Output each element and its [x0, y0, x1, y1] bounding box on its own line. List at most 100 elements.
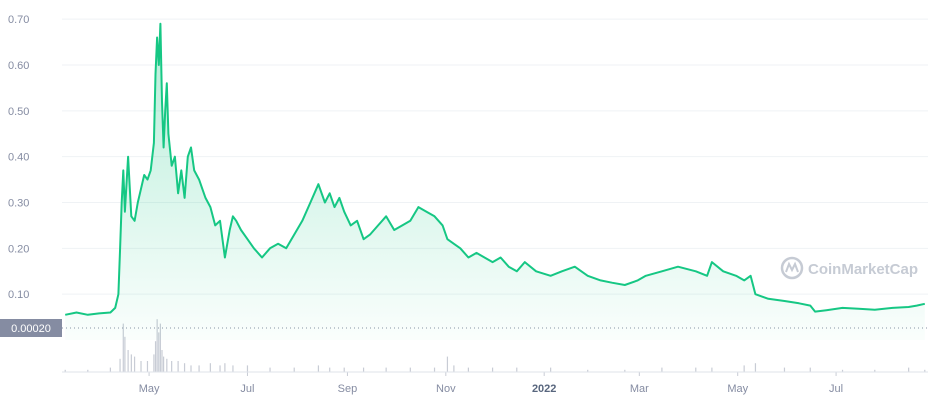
price-point: [131, 215, 133, 217]
volume-bar: [695, 367, 697, 372]
price-point: [460, 248, 462, 250]
price-area: [65, 23, 925, 341]
price-point: [98, 313, 100, 315]
price-point: [874, 309, 876, 311]
price-point: [574, 266, 576, 268]
price-point: [153, 142, 155, 144]
coinmarketcap-logo-mark: [785, 261, 799, 273]
price-point: [334, 206, 336, 208]
volume-bar: [124, 336, 126, 372]
volume-bar: [516, 367, 518, 372]
price-point: [645, 275, 647, 277]
volume-bar: [754, 363, 757, 372]
price-point: [229, 229, 231, 231]
price-point: [434, 215, 436, 217]
volume-scale-label: 0.00020: [0, 319, 62, 337]
price-point: [476, 252, 478, 254]
price-point: [350, 225, 352, 227]
price-point: [122, 170, 124, 172]
price-point: [210, 206, 212, 208]
price-point: [181, 170, 183, 172]
price-point: [798, 303, 800, 305]
price-point: [224, 257, 226, 259]
price-point: [205, 197, 207, 199]
price-point: [177, 193, 179, 195]
price-point: [198, 179, 200, 181]
price-point: [76, 312, 78, 314]
volume-bar: [183, 363, 186, 372]
volume-bar: [224, 363, 226, 372]
volume-bar: [161, 350, 163, 372]
price-point: [453, 243, 455, 245]
y-tick-label: 0.50: [8, 106, 29, 118]
price-point: [171, 165, 173, 167]
price-point: [447, 238, 449, 240]
price-point: [784, 300, 786, 302]
price-point: [410, 220, 412, 222]
price-point: [253, 248, 255, 250]
price-point: [119, 248, 121, 250]
price-point: [277, 243, 279, 245]
volume-bar: [246, 365, 249, 372]
volume-bar: [156, 319, 158, 372]
price-point: [343, 211, 345, 213]
price-point: [163, 147, 165, 149]
volume-bar: [158, 332, 160, 372]
price-point: [137, 202, 139, 204]
volume-bar: [293, 367, 295, 372]
price-line: [65, 22, 926, 316]
y-tick-label: 0.70: [8, 14, 29, 26]
price-point: [750, 275, 752, 277]
price-point: [892, 307, 894, 309]
price-point: [561, 270, 563, 272]
volume-bar: [127, 350, 129, 372]
price-point: [202, 188, 204, 190]
price-point: [858, 308, 860, 310]
price-point: [150, 170, 152, 172]
price-point: [184, 197, 186, 199]
volume-bar: [209, 363, 211, 372]
price-point: [324, 202, 326, 204]
price-point: [550, 275, 552, 277]
volume-bar: [329, 367, 331, 372]
price-point: [87, 314, 89, 316]
price-point: [468, 257, 470, 259]
x-tick-label: Nov: [436, 383, 456, 395]
price-point: [240, 229, 242, 231]
x-tick-label: May: [727, 383, 748, 395]
x-tick-label: Jul: [829, 383, 843, 395]
price-point: [611, 282, 613, 284]
price-point: [293, 234, 295, 236]
price-point: [711, 261, 713, 263]
price-point: [600, 280, 602, 282]
volume-bar: [624, 369, 626, 372]
price-point: [401, 225, 403, 227]
price-point: [187, 156, 189, 158]
volume-label-box: [0, 319, 62, 337]
volume-bar: [133, 356, 136, 372]
x-tick-label: Sep: [338, 383, 358, 395]
price-point: [426, 211, 428, 213]
price-point: [722, 270, 724, 272]
volume-bar: [140, 361, 142, 372]
volume-bar: [119, 358, 121, 372]
volume-bar: [711, 367, 713, 372]
price-point: [214, 225, 216, 227]
price-point: [524, 261, 526, 263]
volume-bar: [190, 365, 192, 372]
price-point: [500, 257, 502, 259]
x-tick-label: Jul: [240, 383, 254, 395]
price-point: [661, 270, 663, 272]
price-point: [261, 257, 263, 259]
volume-bar: [362, 367, 365, 372]
price-point: [269, 248, 271, 250]
price-point: [393, 229, 395, 231]
price-point: [377, 225, 379, 227]
volume-bar: [491, 367, 494, 372]
price-point: [735, 275, 737, 277]
volume-bar: [809, 367, 811, 372]
volume-bar: [467, 367, 469, 372]
price-point: [310, 202, 312, 204]
price-point: [624, 284, 626, 286]
